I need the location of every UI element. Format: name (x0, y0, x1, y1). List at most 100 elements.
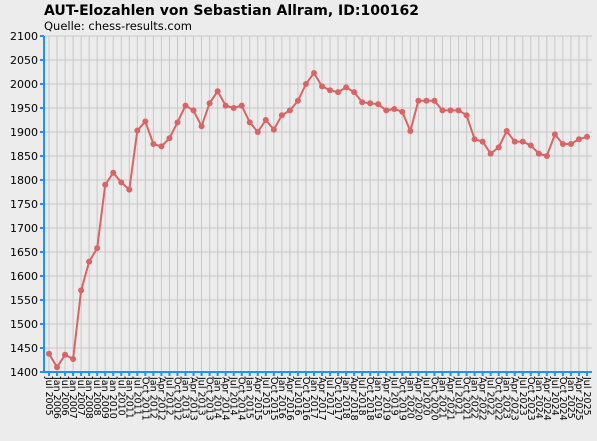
x-tick-label: Apr 2013 (188, 377, 199, 421)
x-tick-label: Oct 2023 (525, 377, 536, 421)
x-tick-label: Oct 2013 (204, 377, 215, 421)
data-point (310, 69, 317, 76)
y-tick-label: 1450 (10, 342, 38, 355)
data-point (102, 181, 109, 188)
x-tick-label: Oct 2017 (332, 377, 343, 421)
y-tick-label: 2050 (10, 54, 38, 67)
data-point (415, 97, 422, 104)
data-point (463, 112, 470, 119)
x-tick-label: Jan 2023 (501, 376, 512, 419)
x-tick-label: Apr 2023 (509, 377, 520, 421)
x-tick-label: Apr 2019 (380, 377, 391, 421)
data-point (575, 136, 582, 143)
data-point (190, 107, 197, 114)
data-point (567, 141, 574, 147)
x-tick-label: Oct 2016 (300, 377, 311, 421)
x-tick-label: Jan 2011 (123, 376, 134, 419)
x-tick-label: Oct 2024 (557, 377, 568, 421)
data-point (246, 119, 253, 126)
x-tick-label: Jul 2024 (549, 376, 560, 416)
data-point (110, 169, 117, 176)
data-point (174, 119, 181, 126)
data-point (238, 102, 245, 109)
x-tick-label: Apr 2020 (412, 377, 423, 421)
x-tick-label: Jul 2019 (388, 376, 399, 416)
x-tick-label: Jul 2020 (420, 376, 431, 416)
data-point (62, 351, 69, 358)
data-point (78, 287, 85, 294)
data-point (294, 97, 301, 104)
x-tick-label: Jul 2015 (260, 376, 271, 416)
data-point (142, 118, 149, 125)
data-point (262, 117, 269, 123)
y-tick-label: 1500 (10, 318, 38, 331)
data-point (391, 105, 398, 112)
x-tick-label: Jan 2017 (308, 376, 319, 419)
x-tick-label: Jul 2018 (356, 376, 367, 416)
data-point (527, 142, 534, 149)
data-point (214, 88, 221, 95)
x-tick-label: Oct 2014 (236, 377, 247, 421)
x-tick-label: Apr 2014 (220, 377, 231, 421)
data-point (327, 87, 334, 94)
x-tick-label: Jan 2022 (469, 376, 480, 419)
data-point (471, 136, 478, 143)
x-tick-label: Jan 2014 (212, 376, 223, 419)
data-point (254, 129, 261, 135)
x-tick-label: Apr 2021 (444, 377, 455, 421)
x-tick-label: Apr 2018 (348, 377, 359, 421)
y-tick-label: 1650 (10, 246, 38, 259)
y-tick-label: 2100 (10, 30, 38, 43)
data-point (431, 97, 438, 104)
x-tick-label: Jan 2024 (533, 376, 544, 419)
x-tick-label: Jan 2018 (340, 376, 351, 419)
data-point (94, 245, 101, 252)
y-tick-label: 1750 (10, 198, 38, 211)
data-point (278, 112, 285, 119)
data-point (535, 150, 542, 157)
data-point (198, 123, 205, 130)
y-tick-label: 1600 (10, 270, 38, 283)
data-point (182, 102, 189, 109)
data-point (455, 107, 462, 114)
data-point (134, 127, 141, 134)
x-tick-label: Jul 2007 (75, 376, 86, 416)
data-point (86, 258, 93, 265)
x-tick-label: Apr 2016 (284, 377, 295, 421)
x-tick-label: Jan 2025 (565, 376, 576, 419)
x-tick-label: Jul 2021 (453, 376, 464, 416)
x-tick-label: Oct 2015 (268, 377, 279, 421)
data-point (222, 102, 229, 109)
x-tick-label: Apr 2022 (477, 377, 488, 421)
data-point (158, 143, 165, 150)
data-point (479, 138, 486, 145)
data-point (511, 138, 518, 145)
x-tick-label: Apr 2025 (573, 377, 584, 421)
x-tick-label: Jul 2023 (517, 376, 528, 416)
x-tick-label: Jul 2013 (196, 376, 207, 416)
x-tick-label: Jul 2006 (59, 376, 70, 416)
data-point (302, 81, 309, 87)
data-point (46, 350, 52, 357)
data-point (487, 150, 494, 157)
data-point (118, 179, 125, 186)
data-point (126, 186, 133, 193)
x-tick-label: Jan 2019 (372, 376, 383, 419)
x-tick-label: Oct 2022 (493, 377, 504, 421)
data-point (543, 153, 550, 159)
data-point (407, 128, 414, 135)
x-tick-label: Oct 2021 (461, 377, 472, 421)
y-tick-label: 1700 (10, 222, 38, 235)
data-point (230, 105, 237, 111)
x-tick-label: Jan 2007 (67, 376, 78, 419)
x-tick-label: Jan 2010 (107, 376, 118, 419)
data-point (559, 141, 566, 147)
x-tick-label: Jul 2008 (91, 376, 102, 416)
data-point (150, 141, 157, 147)
x-tick-label: Jul 2016 (292, 376, 303, 416)
x-tick-label: Jan 2016 (276, 376, 287, 419)
x-tick-label: Jul 2014 (228, 376, 239, 416)
x-tick-label: Jan 2006 (51, 376, 62, 419)
x-tick-label: Oct 2011 (139, 377, 150, 421)
